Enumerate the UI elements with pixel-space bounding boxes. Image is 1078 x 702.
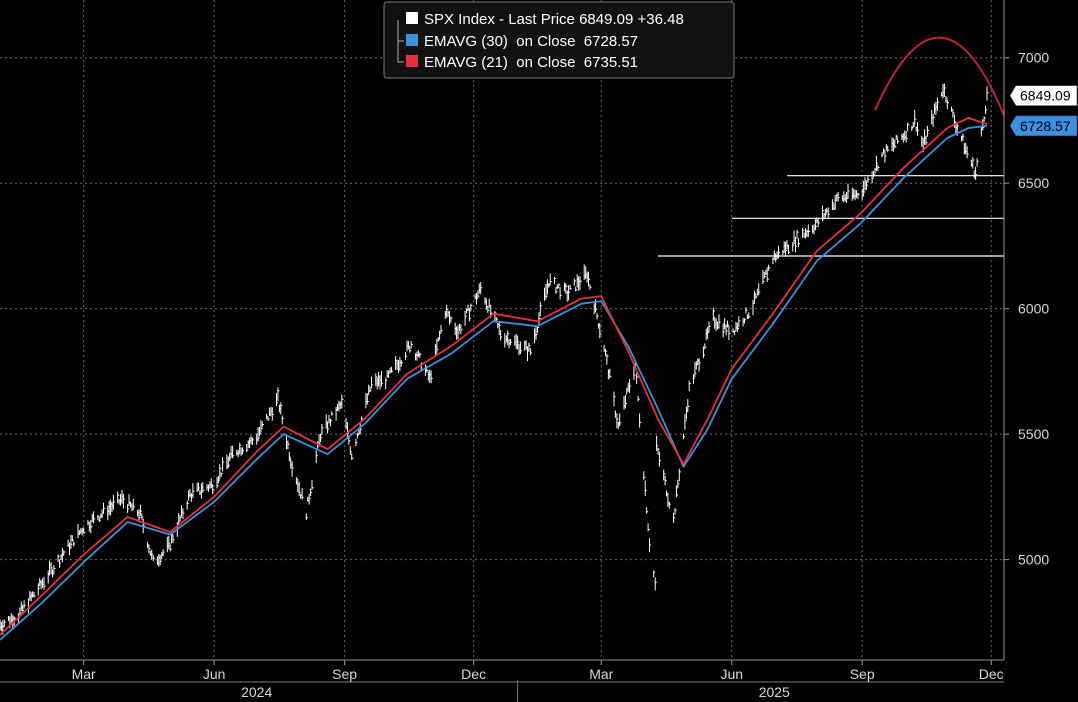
top-arc: [874, 36, 1005, 116]
y-tick-label: 7000: [1018, 50, 1049, 66]
legend-swatch-price: [406, 12, 418, 24]
legend: SPX Index - Last Price 6849.09 +36.48 EM…: [383, 1, 735, 79]
x-tick-label: Sep: [850, 666, 875, 682]
ema-series: [0, 117, 988, 641]
price-series: [0, 83, 989, 635]
ema30-price-tag-label: 6728.57: [1020, 118, 1071, 134]
year-label: 2024: [241, 684, 272, 700]
x-tick-label: Jun: [203, 666, 226, 682]
legend-tree-connector: [397, 20, 404, 63]
legend-box: [383, 1, 735, 79]
y-tick-label: 5000: [1018, 552, 1049, 568]
year-label: 2025: [759, 684, 790, 700]
x-tick-label: Jun: [720, 666, 743, 682]
x-tick-label: Mar: [589, 666, 613, 682]
legend-label-ema30: EMAVG (30) on Close 6728.57: [424, 33, 638, 50]
ema30-price-tag: [1009, 115, 1078, 137]
y-tick-label: 5500: [1018, 426, 1049, 442]
axes: 5000 5500 6000 6500 7000 Mar Jun Sep Dec Mar Jun Se…: [0, 0, 1049, 702]
legend-swatch-ema21: [406, 55, 418, 67]
y-tick-label: 6000: [1018, 301, 1049, 317]
ema30-line: [0, 124, 988, 641]
grid-lines: [0, 0, 1004, 660]
price-bars: [0, 83, 989, 635]
legend-label-price: SPX Index - Last Price 6849.09 +36.48: [424, 11, 684, 28]
x-tick-label: Dec: [461, 666, 486, 682]
x-tick-label: Dec: [979, 666, 1004, 682]
price-tags: 6849.09 6728.57: [1009, 85, 1078, 137]
y-tick-label: 6500: [1018, 175, 1049, 191]
last-price-tag-label: 6849.09: [1020, 88, 1071, 104]
last-price-tag: [1009, 85, 1078, 106]
x-tick-label: Mar: [72, 666, 96, 682]
legend-label-ema21: EMAVG (21) on Close 6735.51: [424, 54, 638, 71]
x-tick-label: Sep: [332, 666, 357, 682]
legend-swatch-ema30: [406, 34, 418, 46]
ema21-line: [0, 117, 988, 636]
